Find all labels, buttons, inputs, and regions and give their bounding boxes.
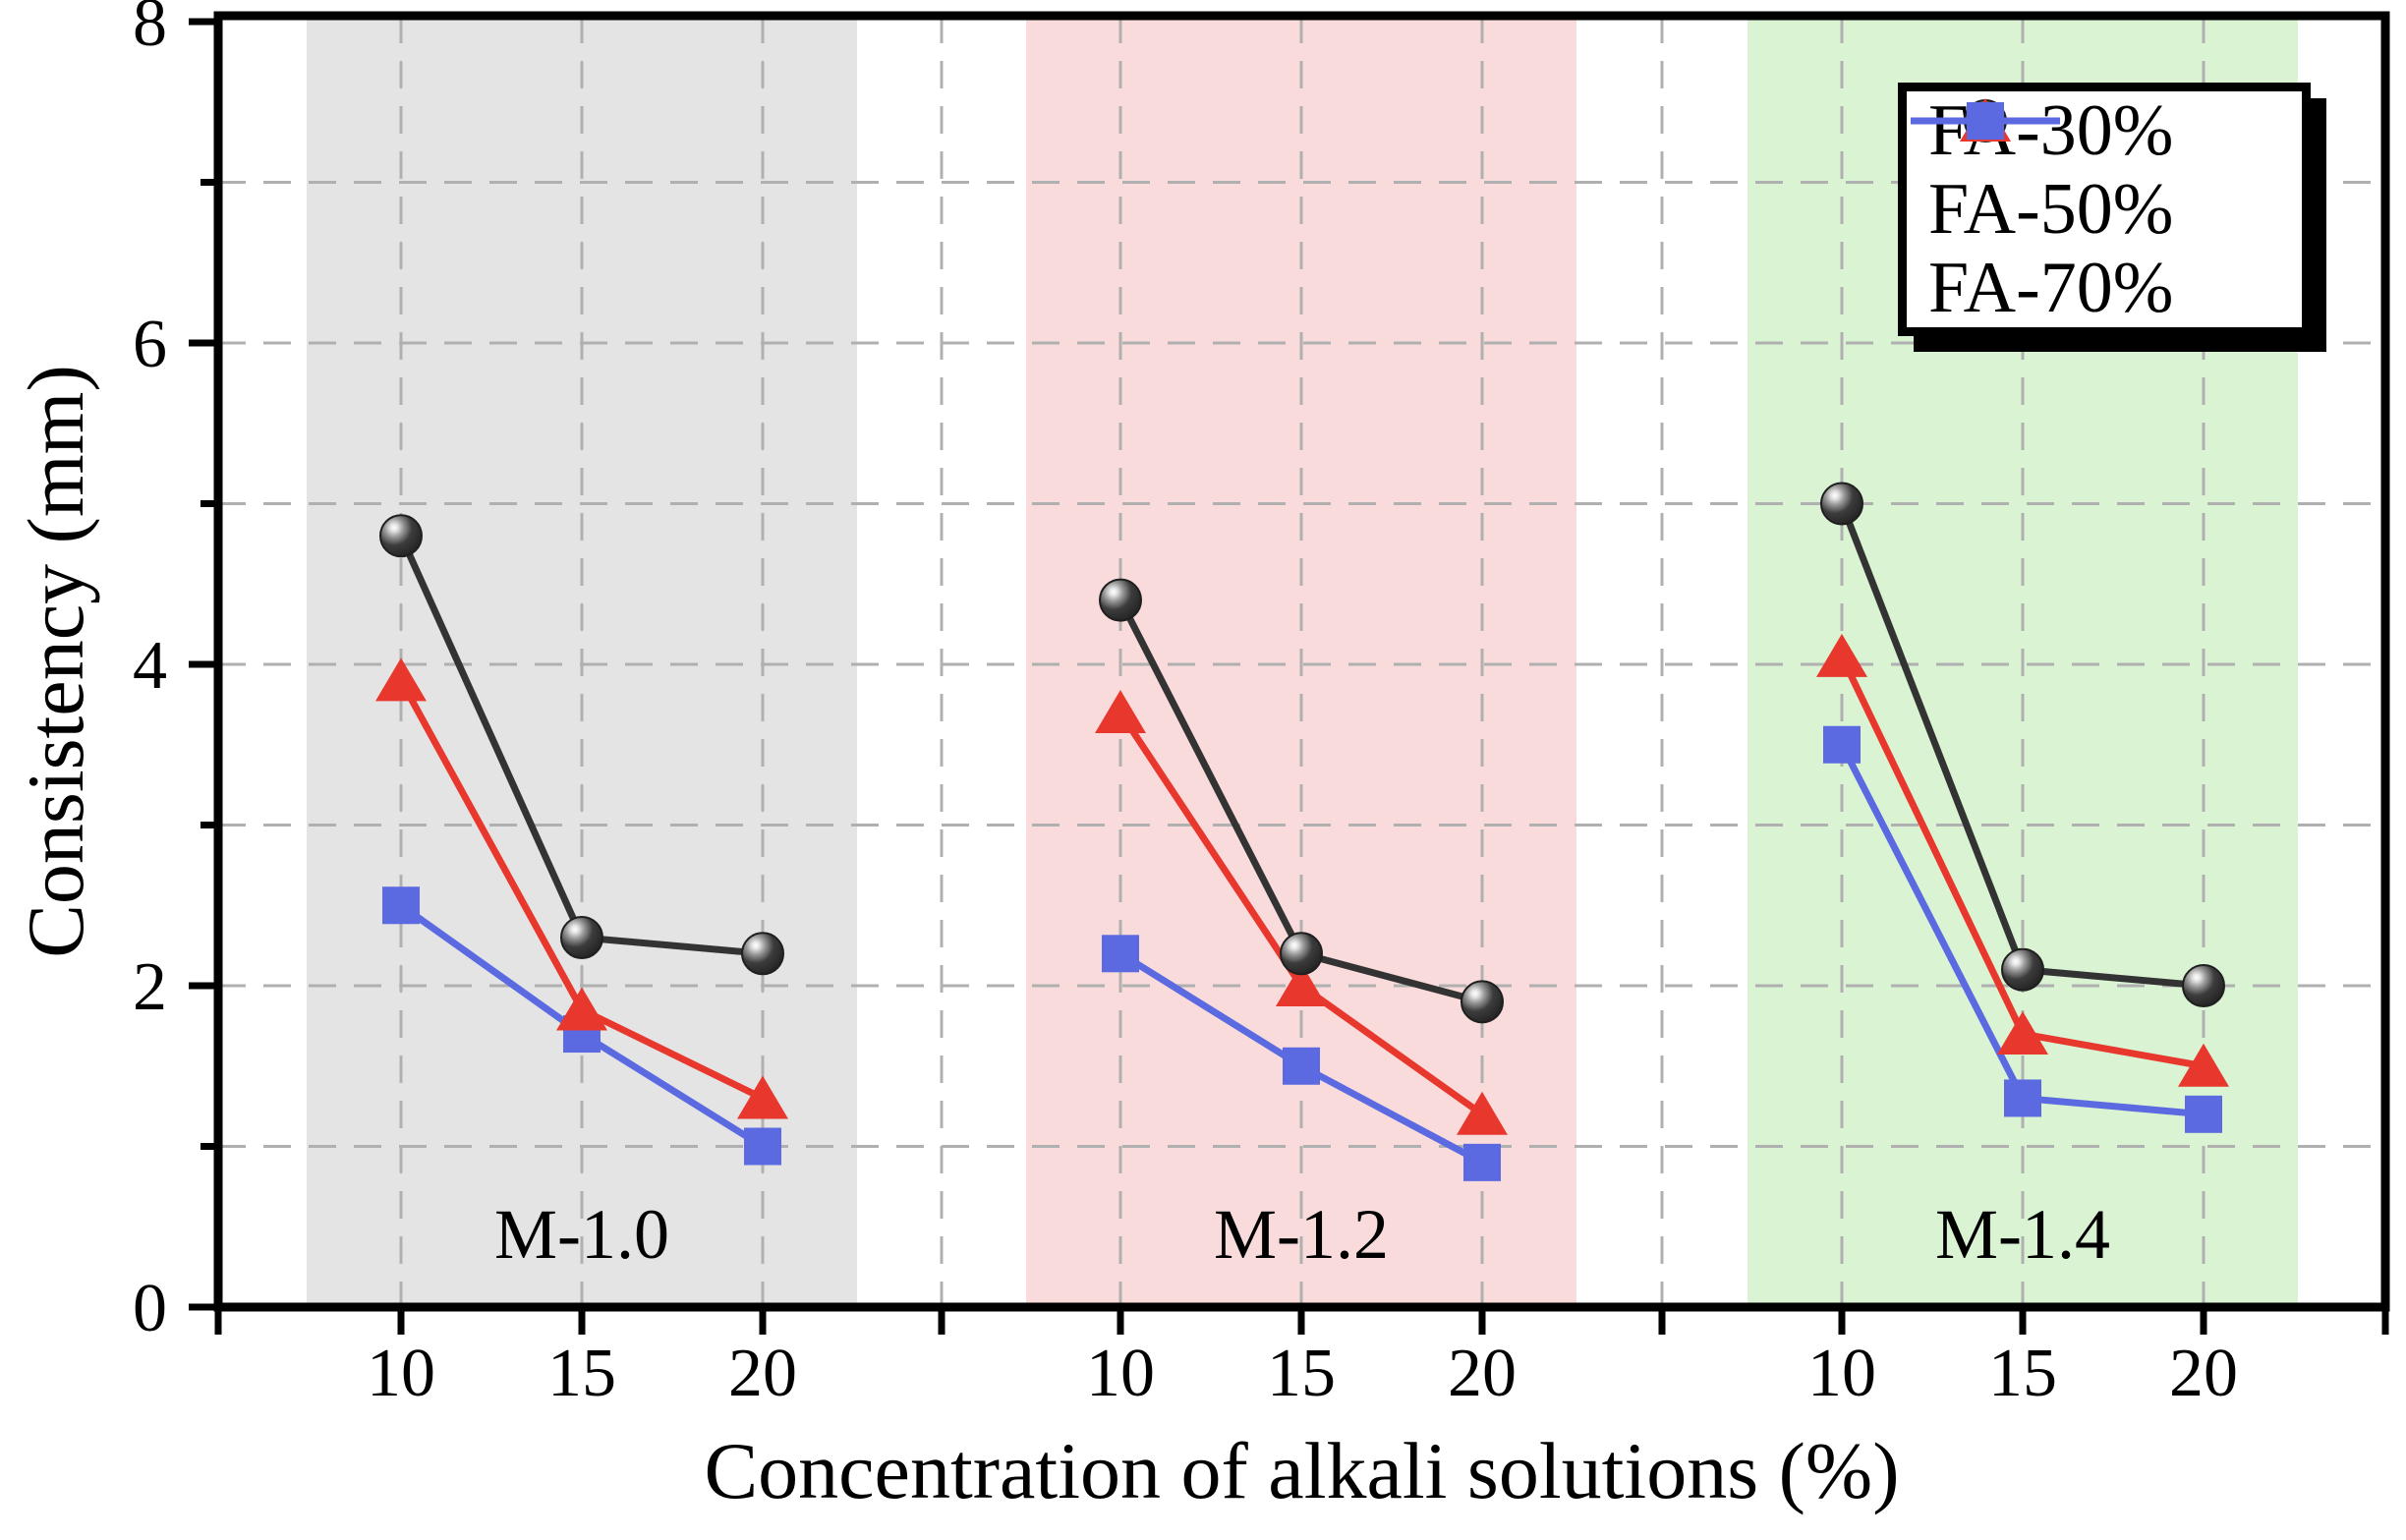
triangle-marker-icon (1997, 1011, 2048, 1055)
x-tick-label: 10 (1807, 1336, 1876, 1411)
sphere-marker-icon (2182, 964, 2225, 1007)
square-marker-icon (744, 1127, 781, 1166)
x-tick-label: 15 (1267, 1336, 1336, 1411)
sphere-marker-icon (1820, 482, 1863, 526)
sphere-marker-icon (2001, 947, 2044, 992)
triangle-marker-icon (556, 987, 607, 1031)
legend-item-fa-50: FA-50% (1907, 98, 2302, 250)
sphere-marker-icon (560, 915, 603, 959)
square-marker-icon (2185, 1095, 2222, 1133)
band-label: M-1.0 (494, 1195, 669, 1274)
x-tick-label: 20 (2169, 1336, 2238, 1411)
y-tick-label: 6 (133, 307, 167, 382)
y-tick-label: 2 (133, 949, 167, 1025)
x-tick-label: 10 (367, 1336, 435, 1411)
sphere-marker-icon (1099, 578, 1142, 622)
y-tick-label: 4 (133, 628, 167, 704)
axis-ticks (189, 18, 2389, 1335)
triangle-marker-icon (1457, 1091, 1508, 1135)
band-label: M-1.2 (1214, 1195, 1389, 1274)
x-axis-label: Concentration of alkali solutions (%) (704, 1426, 1900, 1515)
x-tick-label: 10 (1086, 1336, 1155, 1411)
series-fa-70 (382, 725, 2222, 1181)
triangle-marker-icon (1276, 963, 1327, 1006)
sphere-marker-icon (741, 932, 784, 976)
series-fa-50 (375, 633, 2229, 1135)
y-tick-label: 8 (133, 0, 167, 61)
sphere-marker-icon (1280, 932, 1323, 976)
triangle-marker-icon (375, 657, 427, 702)
sphere-marker-icon (1461, 980, 1504, 1024)
triangle-marker-icon (1095, 690, 1146, 734)
band-label: M-1.4 (1935, 1195, 2110, 1274)
x-tick-label: 20 (728, 1336, 797, 1411)
x-tick-label: 15 (1988, 1336, 2057, 1411)
legend: FA-30% FA-50% FA-70% (1898, 83, 2311, 336)
square-marker-icon (2004, 1079, 2041, 1117)
legend-item-fa-70: FA-70% (1907, 102, 2302, 328)
square-marker-icon (1823, 725, 1861, 764)
legend-marker-sample (1911, 102, 2060, 140)
x-tick-label: 15 (547, 1336, 616, 1411)
triangle-marker-icon (737, 1075, 788, 1119)
square-marker-icon (1463, 1143, 1501, 1181)
square-marker-icon (382, 886, 420, 925)
x-tick-label: 20 (1448, 1336, 1517, 1411)
legend-label: FA-70% (1928, 248, 2174, 328)
legend-label: FA-50% (1928, 169, 2174, 250)
square-marker-icon (1283, 1047, 1320, 1085)
square-marker-icon (1967, 102, 2004, 140)
y-axis-label: Consistency (mm) (11, 365, 100, 958)
square-marker-icon (1102, 935, 1139, 973)
triangle-marker-icon (1816, 633, 1867, 677)
y-tick-label: 0 (133, 1271, 167, 1346)
triangle-marker-icon (2178, 1043, 2229, 1087)
sphere-marker-icon (379, 514, 423, 558)
series-fa-30 (379, 482, 2225, 1024)
